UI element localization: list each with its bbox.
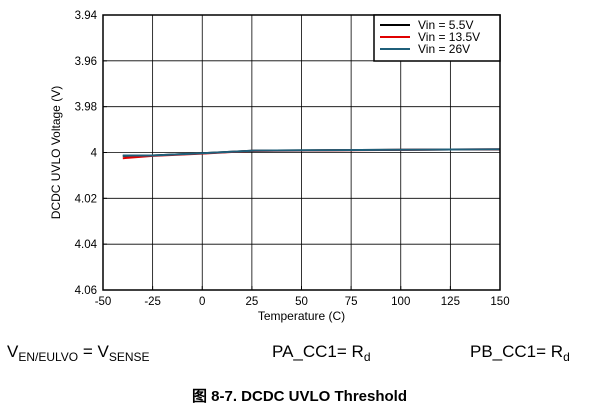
x-axis-title: Temperature (C)	[258, 309, 345, 323]
y-tick-label: 3.98	[75, 102, 97, 114]
y-axis-title: DCDC UVLO Voltage (V)	[49, 86, 63, 219]
plot-frame	[102, 14, 501, 291]
y-tick-label: 4.04	[75, 239, 98, 251]
condition-text: = V	[78, 342, 109, 361]
condition-subscript: EN/EULVO	[18, 350, 79, 364]
x-tick-label: -50	[95, 296, 112, 308]
x-tick-label: 75	[345, 296, 358, 308]
condition-subscript: d	[563, 350, 570, 364]
x-tick-label: -25	[144, 296, 161, 308]
x-tick-label: 50	[295, 296, 308, 308]
x-tick-label: 150	[490, 296, 509, 308]
x-tick-label: 0	[199, 296, 205, 308]
condition-text: PB_CC1= R	[470, 342, 564, 361]
y-tick-label: 4.02	[75, 193, 97, 205]
y-tick-label: 4	[91, 148, 98, 160]
x-tick-labels: -50 -25 0 25 50 75 100 125 150	[95, 296, 510, 308]
x-tick-label: 100	[391, 296, 410, 308]
legend-label: Vin = 5.5V	[418, 18, 474, 32]
legend-label: Vin = 26V	[418, 42, 470, 56]
series-lines	[122, 148, 501, 160]
condition-text: V	[7, 342, 19, 361]
condition-v-en-eulvo: VEN/EULVO = VSENSE	[7, 342, 150, 364]
condition-text: PA_CC1= R	[272, 342, 364, 361]
legend-label: Vin = 13.5V	[418, 30, 480, 44]
figure-caption: 图 8-7. DCDC UVLO Threshold	[191, 388, 408, 405]
condition-subscript: SENSE	[108, 350, 150, 364]
y-tick-label: 3.94	[75, 10, 98, 22]
y-tick-label: 3.96	[75, 56, 97, 68]
condition-subscript: d	[363, 350, 371, 364]
x-tick-label: 25	[245, 296, 258, 308]
y-tick-label: 4.06	[75, 285, 97, 297]
condition-pb-cc1: PB_CC1= Rd	[470, 342, 570, 364]
series-line-3	[122, 148, 501, 157]
y-tick-labels: 3.94 3.96 3.98 4 4.02 4.04 4.06	[75, 10, 98, 297]
condition-pa-cc1: PA_CC1= Rd	[272, 342, 371, 364]
x-tick-label: 125	[441, 296, 460, 308]
